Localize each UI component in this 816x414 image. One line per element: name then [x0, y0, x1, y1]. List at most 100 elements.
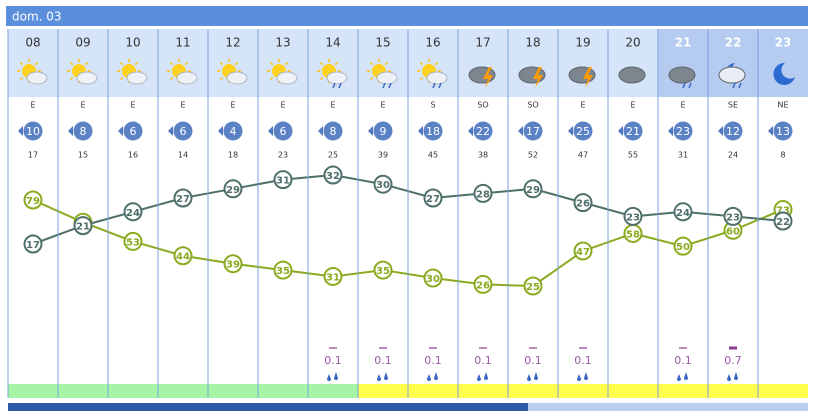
ray	[369, 61, 374, 66]
precip: 0.1	[374, 354, 392, 367]
header-bar	[6, 6, 808, 26]
precip-drops	[577, 372, 588, 381]
wind-direction: E	[630, 101, 635, 110]
wind-badge	[723, 121, 743, 141]
drop	[332, 82, 336, 89]
band	[408, 384, 458, 398]
wind-arrow	[218, 126, 223, 136]
wind-badge	[123, 121, 143, 141]
hour: 19	[575, 36, 590, 50]
drop	[338, 82, 342, 89]
cloud	[326, 71, 348, 85]
weather-icon	[568, 66, 596, 88]
wind-direction: E	[680, 101, 685, 110]
label-temp: 23	[626, 212, 640, 223]
ray	[84, 61, 89, 66]
wind-arrow	[268, 126, 273, 136]
wind-speed: 22	[476, 125, 490, 138]
wind-speed: 6	[130, 125, 137, 138]
gust: 25	[328, 151, 338, 160]
hour: 18	[525, 36, 540, 50]
bolt	[533, 67, 543, 88]
ray	[219, 61, 224, 66]
precip-drops	[377, 372, 388, 381]
wind-arrow	[718, 126, 723, 136]
wind-arrow	[518, 126, 523, 136]
point-temp	[273, 170, 293, 190]
precip: 0.7	[724, 354, 742, 367]
wind-direction: SO	[527, 101, 538, 110]
precip-drops	[427, 372, 438, 381]
weather-icon	[618, 66, 646, 84]
label-humidity: 39	[226, 260, 240, 271]
band	[208, 384, 258, 398]
point-temp	[473, 183, 493, 203]
label-temp: 17	[26, 240, 40, 251]
cloud	[176, 71, 198, 85]
wind-direction: E	[30, 101, 35, 110]
wind-badge	[173, 121, 193, 141]
label-humidity: 25	[526, 282, 540, 293]
bolt	[583, 67, 593, 88]
hour: 13	[275, 36, 290, 50]
point-humidity	[673, 236, 693, 256]
precip-drops	[477, 372, 488, 381]
wind-speed: 10	[26, 125, 40, 138]
label-temp: 29	[226, 185, 240, 196]
cloud	[76, 71, 98, 85]
point-temp	[373, 174, 393, 194]
wind-speed: 6	[180, 125, 187, 138]
label-temp: 23	[726, 212, 740, 223]
drop	[382, 82, 386, 89]
weather-icon	[468, 66, 496, 88]
wind-arrow	[318, 126, 323, 136]
wind-direction: SE	[728, 101, 738, 110]
hour: 23	[775, 36, 792, 50]
gust: 24	[728, 151, 738, 160]
gust: 18	[228, 151, 238, 160]
wind-arrow	[168, 126, 173, 136]
band	[608, 384, 658, 398]
point-humidity	[423, 268, 443, 288]
weather-icon	[367, 59, 398, 89]
point-temp	[673, 202, 693, 222]
label-humidity: 50	[676, 242, 690, 253]
cloud	[718, 66, 746, 84]
precip-drops	[677, 372, 688, 381]
wind-badge	[573, 121, 593, 141]
hour: 20	[625, 36, 640, 50]
wind-badge	[623, 121, 643, 141]
band	[58, 384, 108, 398]
wind-arrow	[568, 126, 573, 136]
ray	[284, 61, 289, 66]
wind-badge	[273, 121, 293, 141]
scroll-thumb[interactable]	[8, 403, 528, 411]
wind-speed: 8	[80, 125, 87, 138]
wind-arrow	[768, 126, 773, 136]
wind-badge	[373, 121, 393, 141]
label-temp: 32	[326, 171, 340, 182]
point-temp	[423, 188, 443, 208]
wind-arrow	[68, 126, 73, 136]
label-temp: 28	[476, 189, 490, 200]
scroll-track[interactable]	[528, 403, 808, 411]
hour: 09	[75, 36, 90, 50]
weather-icon	[267, 59, 298, 85]
ray	[334, 61, 339, 66]
label-humidity: 30	[426, 274, 440, 285]
point-temp	[123, 202, 143, 222]
label-humidity: 53	[126, 237, 140, 248]
point-temp	[723, 206, 743, 226]
hour: 17	[475, 36, 490, 50]
label-temp: 31	[276, 176, 290, 187]
label-humidity: 35	[376, 266, 390, 277]
wind-direction: E	[380, 101, 385, 110]
wind-speed: 25	[576, 125, 590, 138]
weather-icon	[217, 59, 248, 85]
point-humidity	[373, 260, 393, 280]
weather-icon	[668, 66, 696, 89]
moon	[773, 62, 795, 85]
weather-icon	[317, 59, 348, 89]
weather-icon	[773, 62, 795, 85]
wind-badge	[423, 121, 443, 141]
